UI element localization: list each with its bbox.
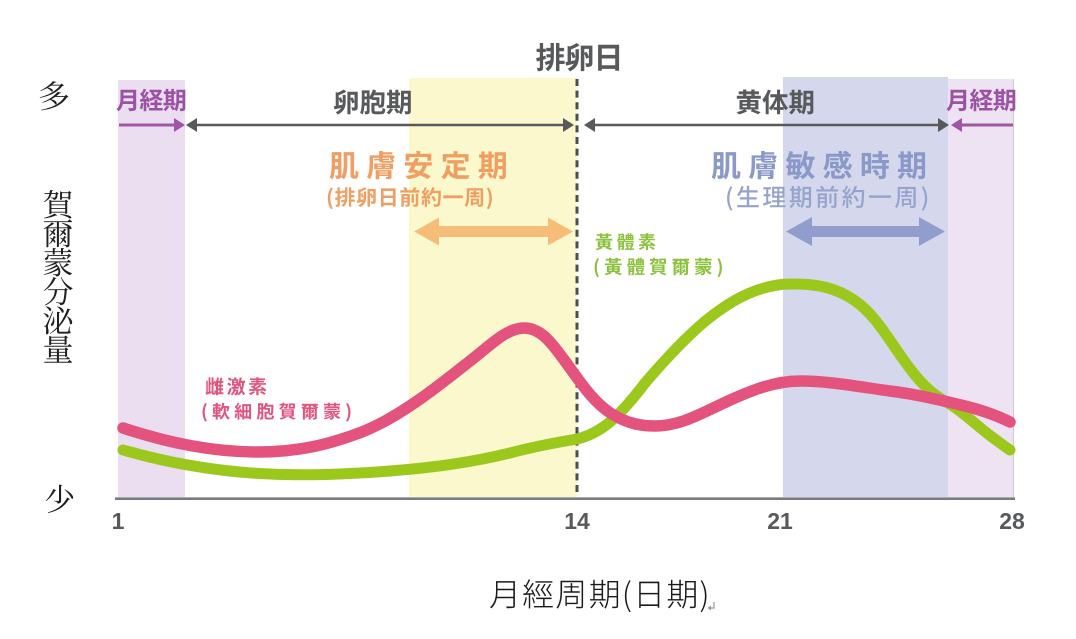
svg-text:14: 14 [564, 508, 590, 534]
svg-text:21: 21 [767, 508, 793, 534]
svg-text:28: 28 [999, 508, 1025, 534]
svg-text:1: 1 [112, 508, 125, 534]
